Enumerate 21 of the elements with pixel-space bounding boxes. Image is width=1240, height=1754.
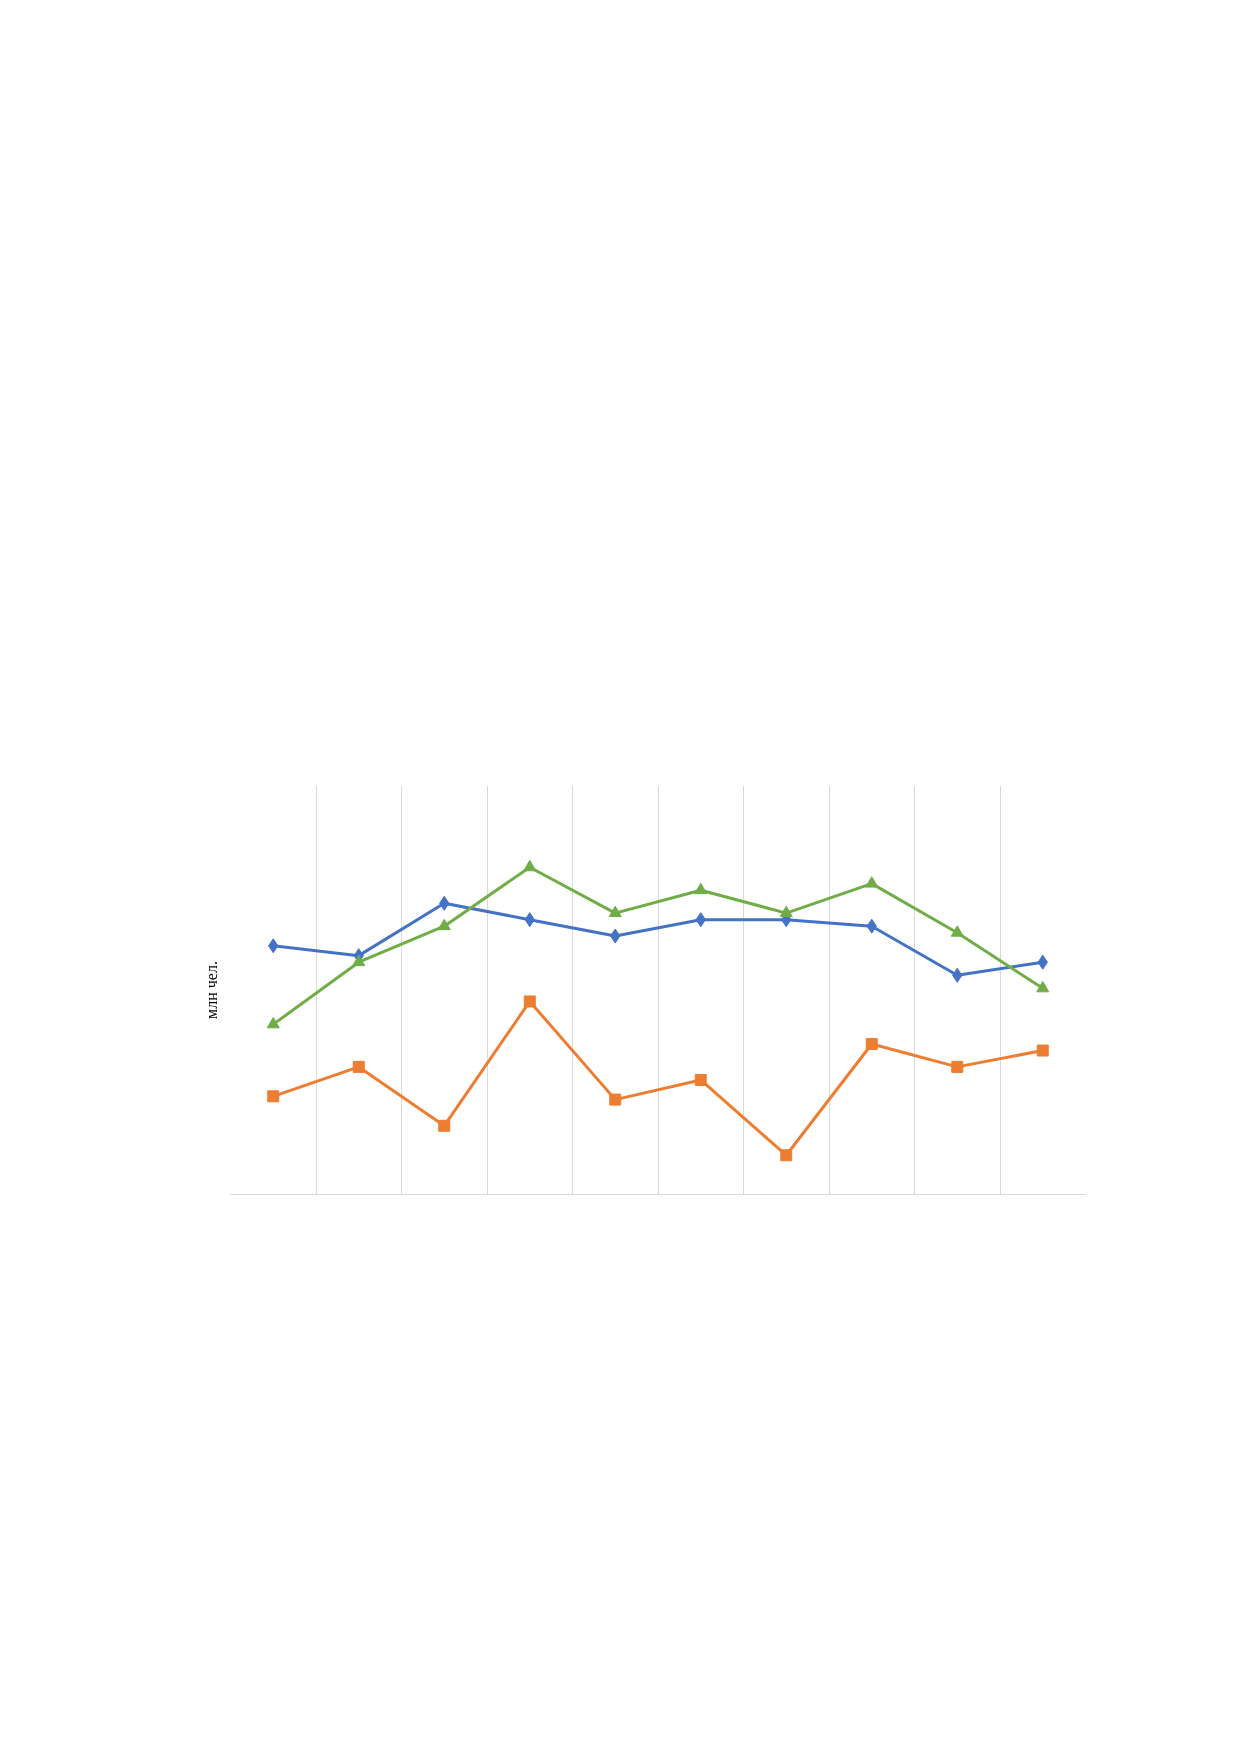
point	[694, 882, 708, 895]
point	[694, 1073, 707, 1086]
point	[438, 1119, 451, 1132]
point	[267, 1090, 280, 1103]
point	[608, 905, 622, 918]
point	[1036, 1044, 1049, 1057]
point	[352, 954, 366, 967]
point	[779, 905, 793, 918]
point	[609, 1093, 622, 1106]
point	[865, 876, 879, 888]
point	[523, 859, 537, 872]
point	[266, 1016, 280, 1029]
point	[1036, 980, 1050, 993]
point	[437, 918, 451, 931]
y-axis-title: млн чел.	[202, 961, 220, 1019]
point	[951, 1060, 964, 1073]
point	[950, 925, 964, 937]
point	[523, 995, 536, 1008]
point	[865, 1037, 878, 1050]
point	[352, 1060, 365, 1073]
point	[780, 1149, 793, 1162]
